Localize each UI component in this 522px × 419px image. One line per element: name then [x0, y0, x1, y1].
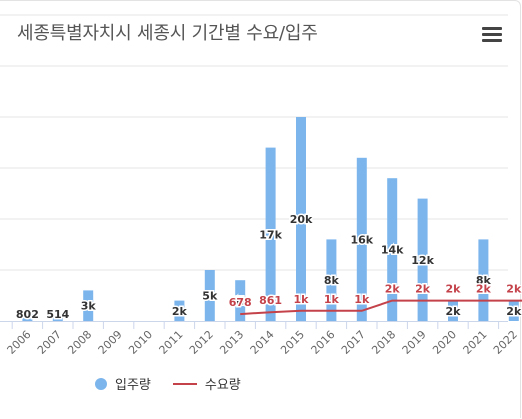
bar — [478, 239, 489, 321]
legend-item-supply[interactable]: 입주량 — [95, 374, 151, 393]
legend-label-demand: 수요량 — [204, 378, 241, 393]
bar-data-label: 2k — [506, 305, 522, 318]
bar-data-label: 12k — [411, 254, 434, 267]
bar-data-label: 5k — [202, 290, 218, 303]
x-tick-label: 2006 — [5, 328, 34, 357]
x-tick-label: 2011 — [157, 328, 186, 357]
line-data-label: 1k — [324, 293, 340, 306]
x-tick-label: 2008 — [65, 328, 94, 357]
bar — [265, 147, 276, 321]
x-tick-label: 2009 — [96, 328, 125, 357]
hamburger-menu-icon[interactable] — [482, 27, 502, 43]
demand-line — [240, 299, 522, 316]
bar-data-label: 14k — [381, 244, 404, 257]
bar — [22, 312, 33, 321]
bar-data-label: 8k — [324, 274, 340, 287]
line-data-label: 2k — [385, 283, 401, 296]
x-tick-label: 2015 — [278, 328, 307, 357]
x-tick-label: 2007 — [35, 328, 64, 357]
x-tick-label: 2014 — [248, 328, 277, 357]
bar-data-label: 802 — [16, 308, 39, 321]
bar — [296, 117, 306, 321]
legend-label-supply: 입주량 — [115, 378, 151, 393]
bar — [508, 300, 519, 321]
bar — [204, 270, 215, 321]
line-data-label: 1k — [354, 293, 370, 306]
x-tick-label: 2010 — [126, 328, 155, 357]
line-data-label: 2k — [415, 283, 431, 296]
bar-data-label: 2k — [172, 305, 188, 318]
x-tick-label: 2013 — [217, 328, 246, 357]
x-tick-label: 2005 — [0, 328, 3, 357]
bar-data-label: 4k — [233, 295, 249, 308]
bar-data-label: 16k — [350, 233, 373, 246]
legend: 입주량 수요량 — [95, 374, 263, 393]
legend-line-marker — [172, 382, 197, 385]
bar — [83, 290, 94, 321]
x-tick-label: 2018 — [369, 328, 398, 357]
bar-data-label: 20k — [290, 213, 313, 226]
bar — [235, 280, 246, 321]
x-tick-label: 2016 — [309, 328, 338, 357]
x-tick-label: 2020 — [430, 328, 459, 357]
bar — [448, 300, 458, 321]
x-tick-label: 2021 — [461, 328, 490, 357]
x-tick-label: 2012 — [187, 328, 216, 357]
bar — [52, 315, 63, 321]
x-tick-label: 2022 — [491, 328, 520, 357]
bar-data-label: 514 — [46, 308, 69, 321]
line-data-label: 678 — [229, 296, 252, 309]
legend-bar-marker — [95, 377, 107, 390]
line-data-label: 2k — [506, 283, 522, 296]
bar — [387, 178, 398, 321]
line-data-label: 2k — [446, 283, 462, 296]
bar-data-label: 3k — [81, 300, 97, 313]
bar — [417, 198, 428, 321]
x-tick-label: 2017 — [339, 328, 368, 357]
bar-data-label: 8k — [476, 274, 492, 287]
bar — [326, 239, 337, 321]
chart-title: 세종특별자치시 세종시 기간별 수요/입주 — [17, 23, 318, 44]
line-data-label: 861 — [259, 294, 282, 307]
line-data-label: 1k — [294, 293, 310, 306]
bar-data-label: 17k — [259, 228, 282, 241]
bar-data-label: 2k — [446, 305, 462, 318]
legend-item-demand[interactable]: 수요량 — [172, 374, 241, 393]
bar — [174, 300, 185, 321]
x-tick-label: 2019 — [400, 328, 429, 357]
line-data-label: 2k — [476, 283, 492, 296]
bar — [356, 157, 367, 321]
